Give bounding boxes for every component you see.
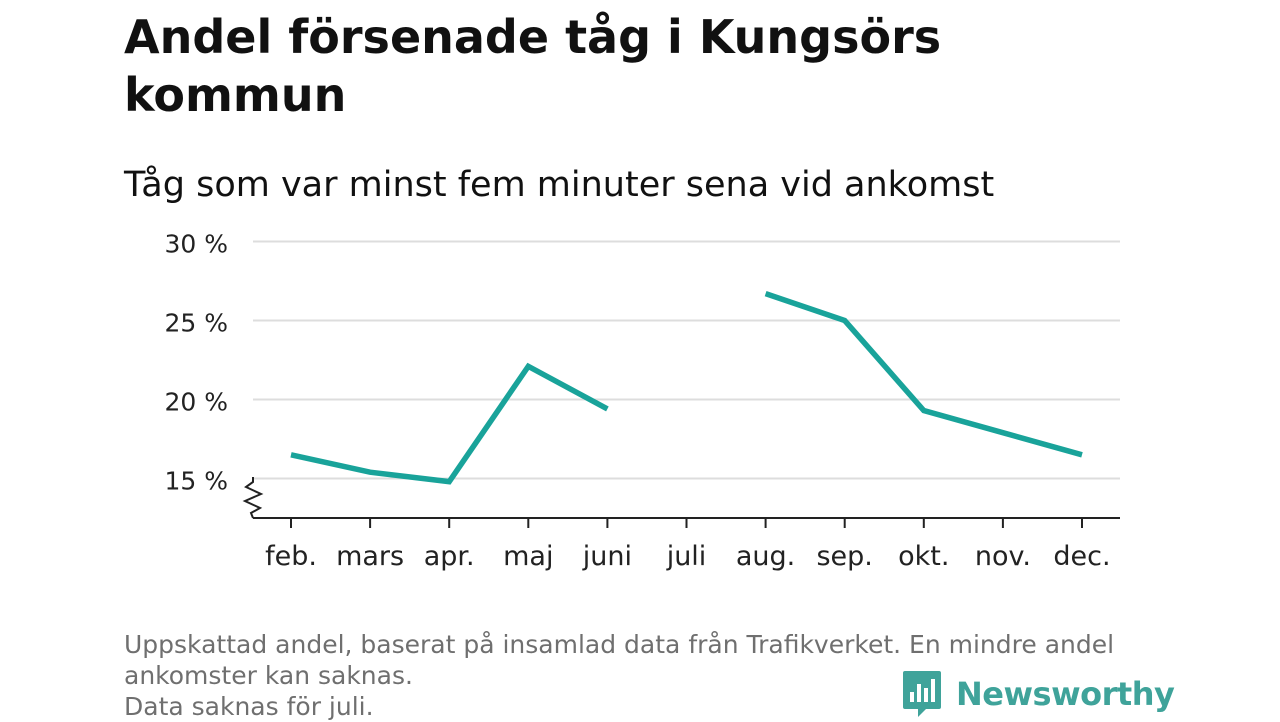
- brand-logo: Newsworthy: [902, 670, 1175, 718]
- footnote: Uppskattad andel, baserat på insamlad da…: [124, 629, 1164, 722]
- y-tick-label: 30 %: [164, 230, 228, 259]
- axis-break-icon: [242, 477, 264, 519]
- gridlines: [253, 240, 1120, 480]
- x-tick-label: dec.: [1053, 541, 1110, 572]
- x-tick-label: sep.: [816, 541, 872, 572]
- series-line-segment: [290, 362, 609, 485]
- footnote-line: Uppskattad andel, baserat på insamlad da…: [124, 630, 1115, 659]
- newsworthy-logo-icon: [903, 671, 941, 717]
- x-tick-label: juli: [666, 541, 707, 572]
- y-tick-label: 20 %: [164, 388, 228, 417]
- y-tick-label: 15 %: [164, 467, 228, 496]
- chart-title: Andel försenade tåg i Kungsörs kommun: [124, 10, 942, 122]
- brand-name: Newsworthy: [956, 675, 1175, 713]
- x-axis-ticks: feb. mars apr. maj juni juli aug. sep. okt. nov. d…: [265, 518, 1111, 572]
- y-tick-label: 25 %: [164, 309, 228, 338]
- x-tick-label: mars: [336, 541, 404, 572]
- axes: [242, 477, 1120, 519]
- x-tick-label: okt.: [898, 541, 949, 572]
- x-tick-label: nov.: [975, 541, 1031, 572]
- footnote-line: Data saknas för juli.: [124, 692, 374, 721]
- y-axis-ticks: 15 % 20 % 25 % 30 %: [164, 230, 228, 496]
- series-line-segment: [764, 291, 1083, 458]
- x-tick-label: apr.: [424, 541, 475, 572]
- x-tick-label: feb.: [265, 541, 317, 572]
- x-tick-label: aug.: [736, 541, 795, 572]
- chart-subtitle: Tåg som var minst fem minuter sena vid a…: [124, 165, 995, 205]
- x-tick-label: juni: [582, 541, 632, 572]
- footnote-line: ankomster kan saknas.: [124, 661, 413, 690]
- x-tick-label: maj: [503, 541, 553, 572]
- series-lines: [290, 291, 1083, 485]
